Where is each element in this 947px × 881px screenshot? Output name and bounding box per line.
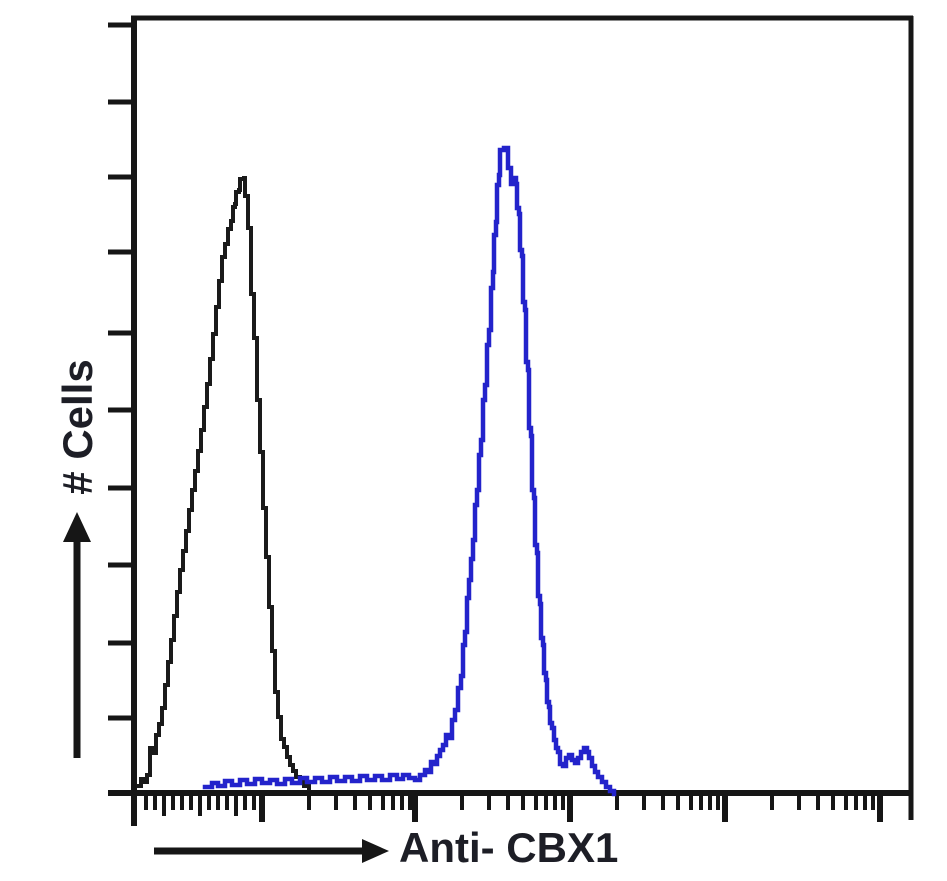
- x-axis-arrow-icon: [154, 839, 389, 863]
- x-axis-ticks: [144, 795, 883, 822]
- y-arrow-head: [63, 512, 91, 542]
- plot-frame: [108, 15, 914, 826]
- y-axis-ticks: [108, 22, 132, 721]
- y-axis-arrow-icon: [63, 512, 91, 758]
- anti-cbx1-histogram-curve: [202, 145, 617, 797]
- histogram-curves: [136, 145, 617, 797]
- x-axis-label: Anti- CBX1: [399, 824, 618, 871]
- x-arrow-head: [362, 839, 389, 863]
- y-axis-label: # Cells: [54, 359, 101, 494]
- control-histogram-curve: [136, 176, 311, 791]
